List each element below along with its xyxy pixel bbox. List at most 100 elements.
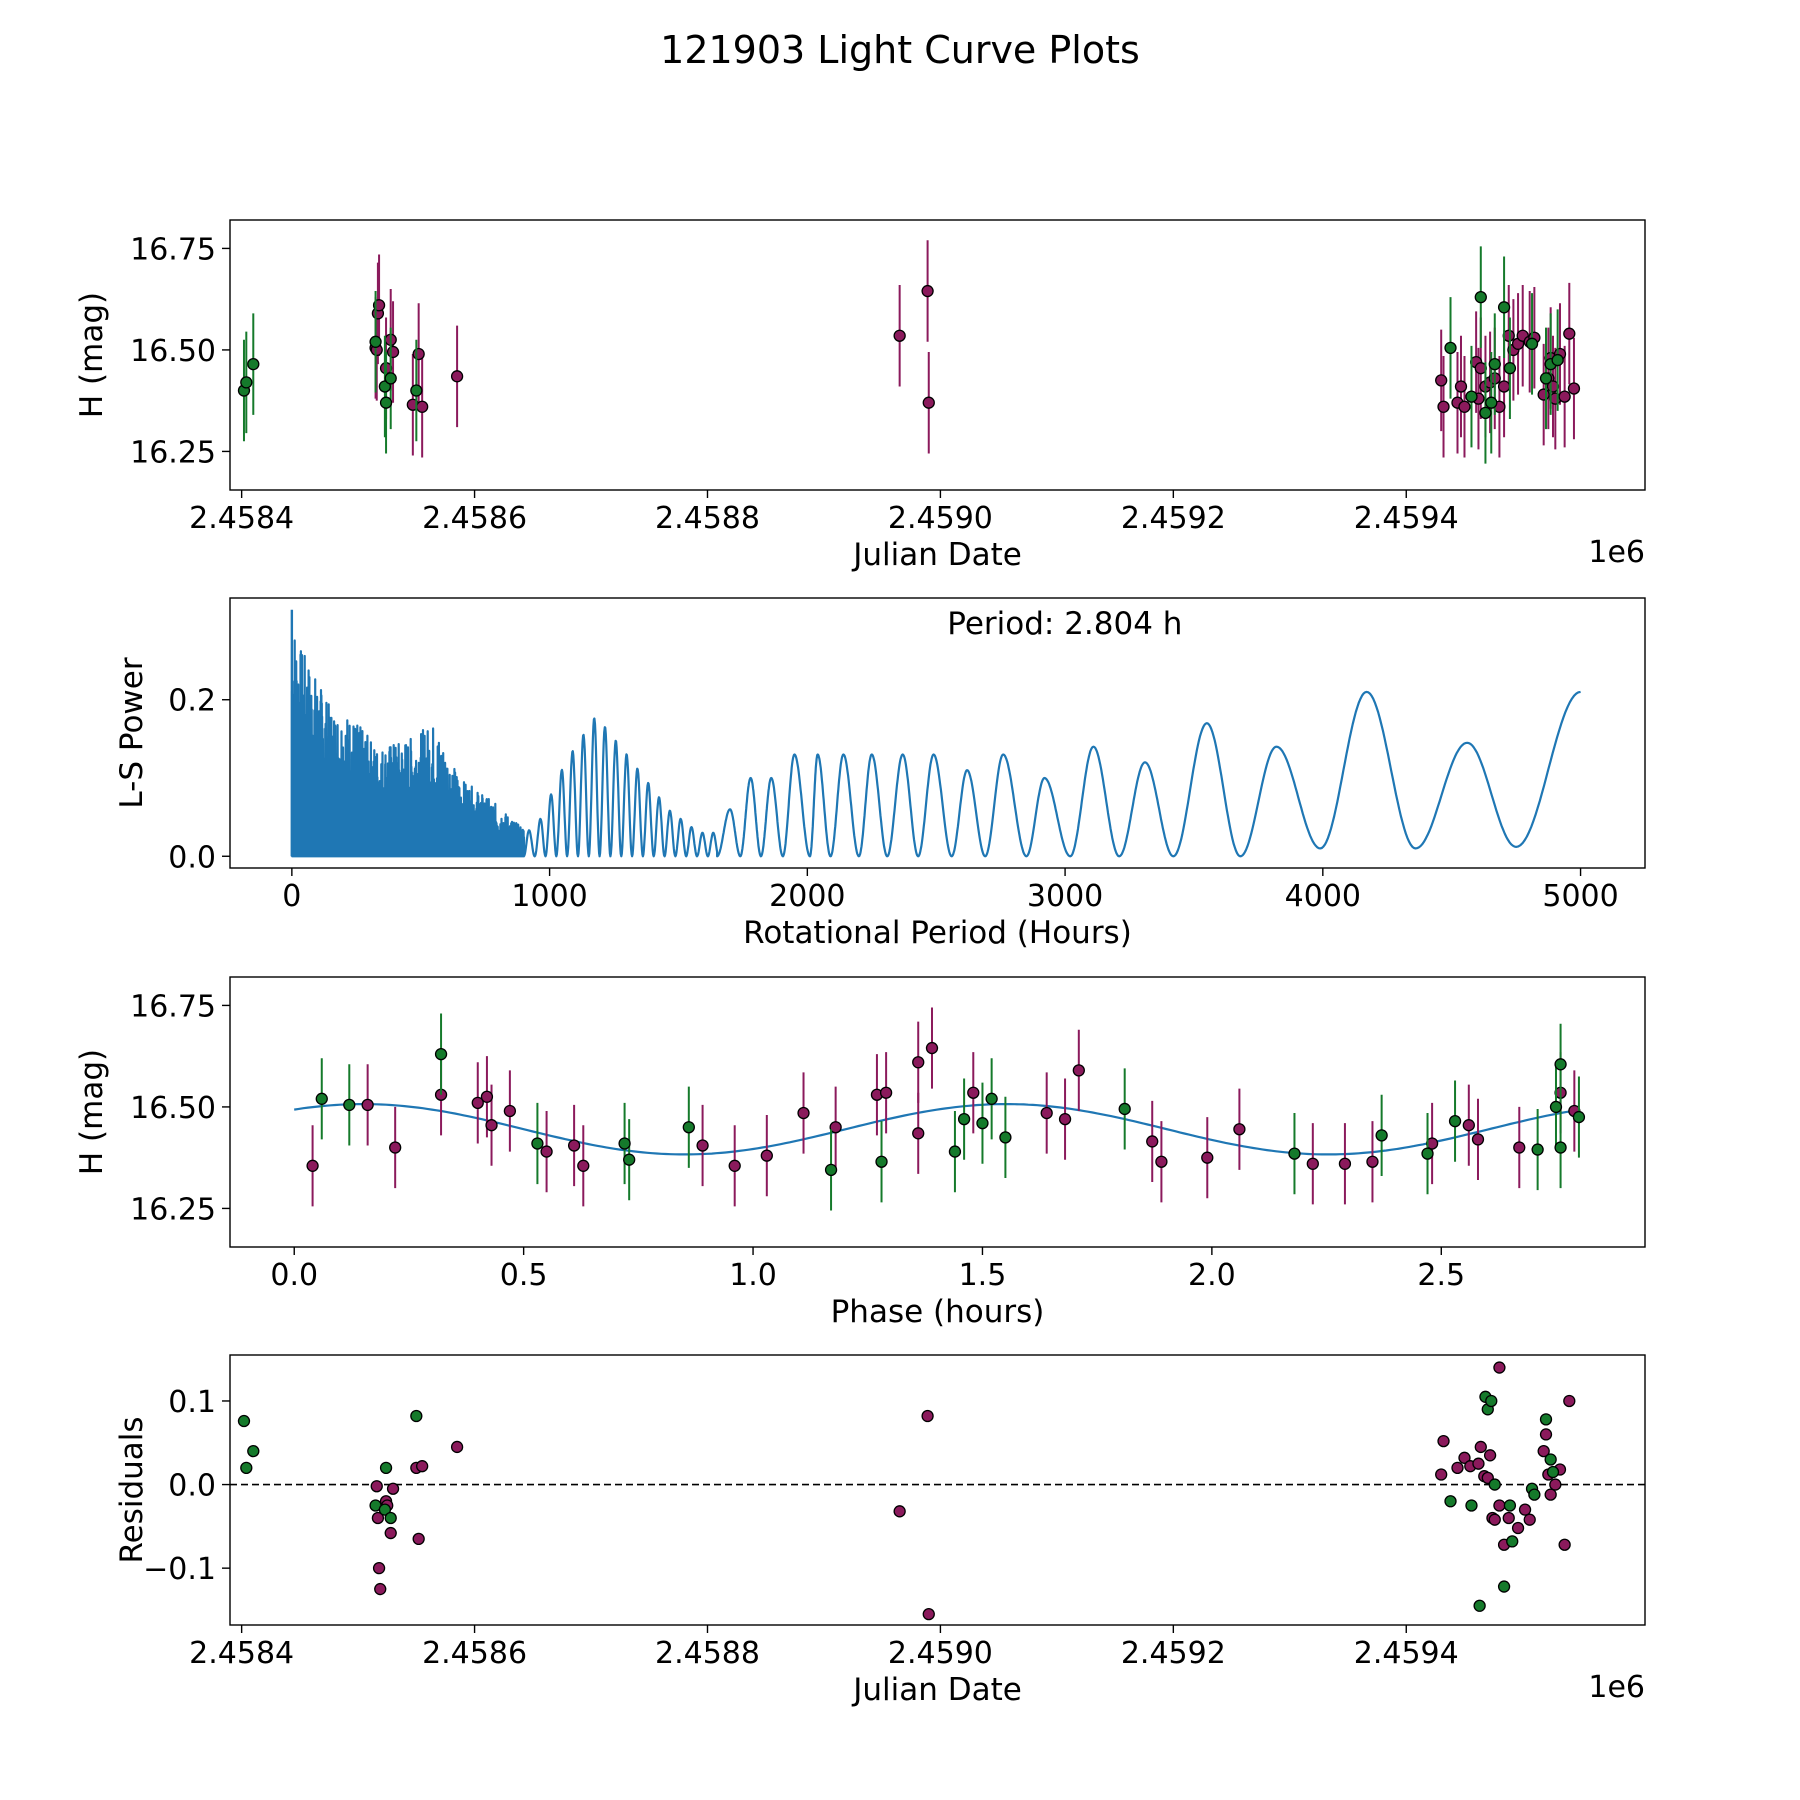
data-point-purple (1493, 1361, 1506, 1374)
data-point-purple (480, 1090, 494, 1103)
data-point-purple (1040, 1106, 1053, 1120)
data-point-purple (1502, 1511, 1515, 1525)
data-point-green (384, 372, 397, 385)
x-tick-label: 2.4586 (422, 501, 527, 536)
data-point-purple (386, 345, 400, 359)
x-tick-label: 2.4584 (189, 501, 294, 536)
data-point-green (315, 1092, 328, 1105)
data-point-purple (1454, 380, 1468, 393)
data-point-purple (921, 1409, 934, 1423)
y-axis-label: H (mag) (74, 1049, 110, 1175)
data-point-green (1503, 362, 1517, 375)
y-tick-label: 0.1 (168, 1385, 216, 1420)
data-point-purple (306, 1159, 319, 1172)
axes-frame (229, 1354, 1646, 1626)
data-point-green (1288, 1147, 1301, 1160)
data-point-green (1539, 372, 1553, 385)
data-point-green (948, 1145, 962, 1158)
data-point-purple (540, 1145, 553, 1158)
x-offset-label: 1e6 (1588, 535, 1645, 570)
data-point-green (1546, 1465, 1560, 1479)
data-point-green (369, 335, 382, 348)
data-point-purple (829, 1121, 842, 1134)
data-point-purple (361, 1098, 374, 1112)
plot-area (230, 1361, 1645, 1621)
data-point-green (1503, 1499, 1517, 1512)
x-tick-label: 0.5 (500, 1258, 548, 1293)
data-point-green (1525, 337, 1539, 350)
data-point-purple (879, 1086, 893, 1099)
data-point-green (1539, 1413, 1553, 1426)
fit-curve (294, 1103, 1580, 1156)
data-point-green (1444, 1495, 1457, 1508)
y-tick-label: 16.75 (130, 989, 216, 1024)
data-point-purple (797, 1106, 810, 1120)
data-point-purple (416, 400, 429, 413)
data-point-green (1551, 353, 1564, 367)
data-point-purple (922, 396, 935, 409)
data-point-green (875, 1155, 888, 1168)
data-point-purple (1462, 1119, 1475, 1132)
data-point-green (1375, 1129, 1388, 1142)
data-point-purple (386, 1482, 400, 1495)
data-point-green (957, 1112, 971, 1126)
y-axis-label: H (mag) (74, 292, 110, 418)
panel-periodogram: 0 1000 2000 3000 4000 5000 0.0 0.2 Rotational Pe… (114, 597, 1646, 951)
y-tick-label: 16.25 (130, 435, 216, 470)
data-point-purple (1537, 1444, 1550, 1458)
data-point-green (1444, 341, 1457, 355)
data-point-green (976, 1117, 989, 1130)
data-point-green (379, 1461, 393, 1474)
data-point-green (237, 1414, 251, 1428)
data-point-purple (1435, 1468, 1448, 1481)
data-point-purple (567, 1139, 581, 1152)
data-point-green (1488, 357, 1501, 371)
data-point-purple (1497, 380, 1511, 393)
data-point-green (1485, 396, 1498, 409)
x-tick-label: 2.4590 (888, 1636, 993, 1671)
data-point-purple (1338, 1157, 1352, 1170)
data-point-purple (577, 1159, 590, 1172)
data-point-green (1118, 1102, 1131, 1116)
data-point-purple (1306, 1157, 1319, 1170)
data-point-purple (1549, 1478, 1562, 1491)
data-point-green (1506, 1535, 1519, 1548)
data-point-green (824, 1163, 838, 1177)
x-axis-label: Phase (hours) (831, 1294, 1045, 1330)
data-point-green (1485, 1394, 1498, 1408)
data-point-purple (412, 1532, 425, 1546)
data-point-purple (1366, 1155, 1379, 1168)
data-point-purple (912, 1056, 925, 1069)
data-point-green (618, 1137, 631, 1150)
x-tick-label: 2.4586 (422, 1636, 527, 1671)
periodogram-line (290, 639, 1581, 858)
data-point-purple (471, 1096, 484, 1110)
y-tick-label: 0.0 (168, 840, 216, 875)
data-point-green (1465, 390, 1478, 403)
plot-area (290, 609, 1581, 858)
x-tick-label: 5000 (1542, 879, 1618, 914)
data-point-purple (1518, 1503, 1532, 1516)
x-axis-label: Rotational Period (Hours) (743, 915, 1132, 951)
data-point-green (247, 357, 260, 371)
data-point-purple (1146, 1135, 1159, 1148)
data-point-purple (1537, 388, 1550, 401)
x-tick-label: 2.4594 (1354, 1636, 1459, 1671)
data-point-green (343, 1098, 356, 1112)
data-point-purple (921, 284, 934, 298)
data-point-purple (1472, 1457, 1485, 1470)
axes-frame (229, 219, 1646, 491)
data-point-purple (450, 370, 464, 383)
data-point-purple (1072, 1064, 1085, 1077)
axes-frame (229, 597, 1646, 869)
x-axis-label: Julian Date (851, 537, 1022, 573)
data-point-purple (1493, 1499, 1506, 1512)
data-point-green (410, 384, 423, 397)
y-tick-label: 0.0 (168, 1469, 216, 1504)
data-point-green (378, 380, 392, 393)
data-point-purple (384, 1526, 397, 1540)
x-tick-label: 0.0 (270, 1258, 318, 1293)
data-point-purple (1513, 1141, 1526, 1154)
data-point-green (1497, 1580, 1511, 1593)
panel-phased: 0.0 0.5 1.0 1.5 2.0 2.5 16.25 16.50 16.75 Phase (… (74, 976, 1646, 1330)
